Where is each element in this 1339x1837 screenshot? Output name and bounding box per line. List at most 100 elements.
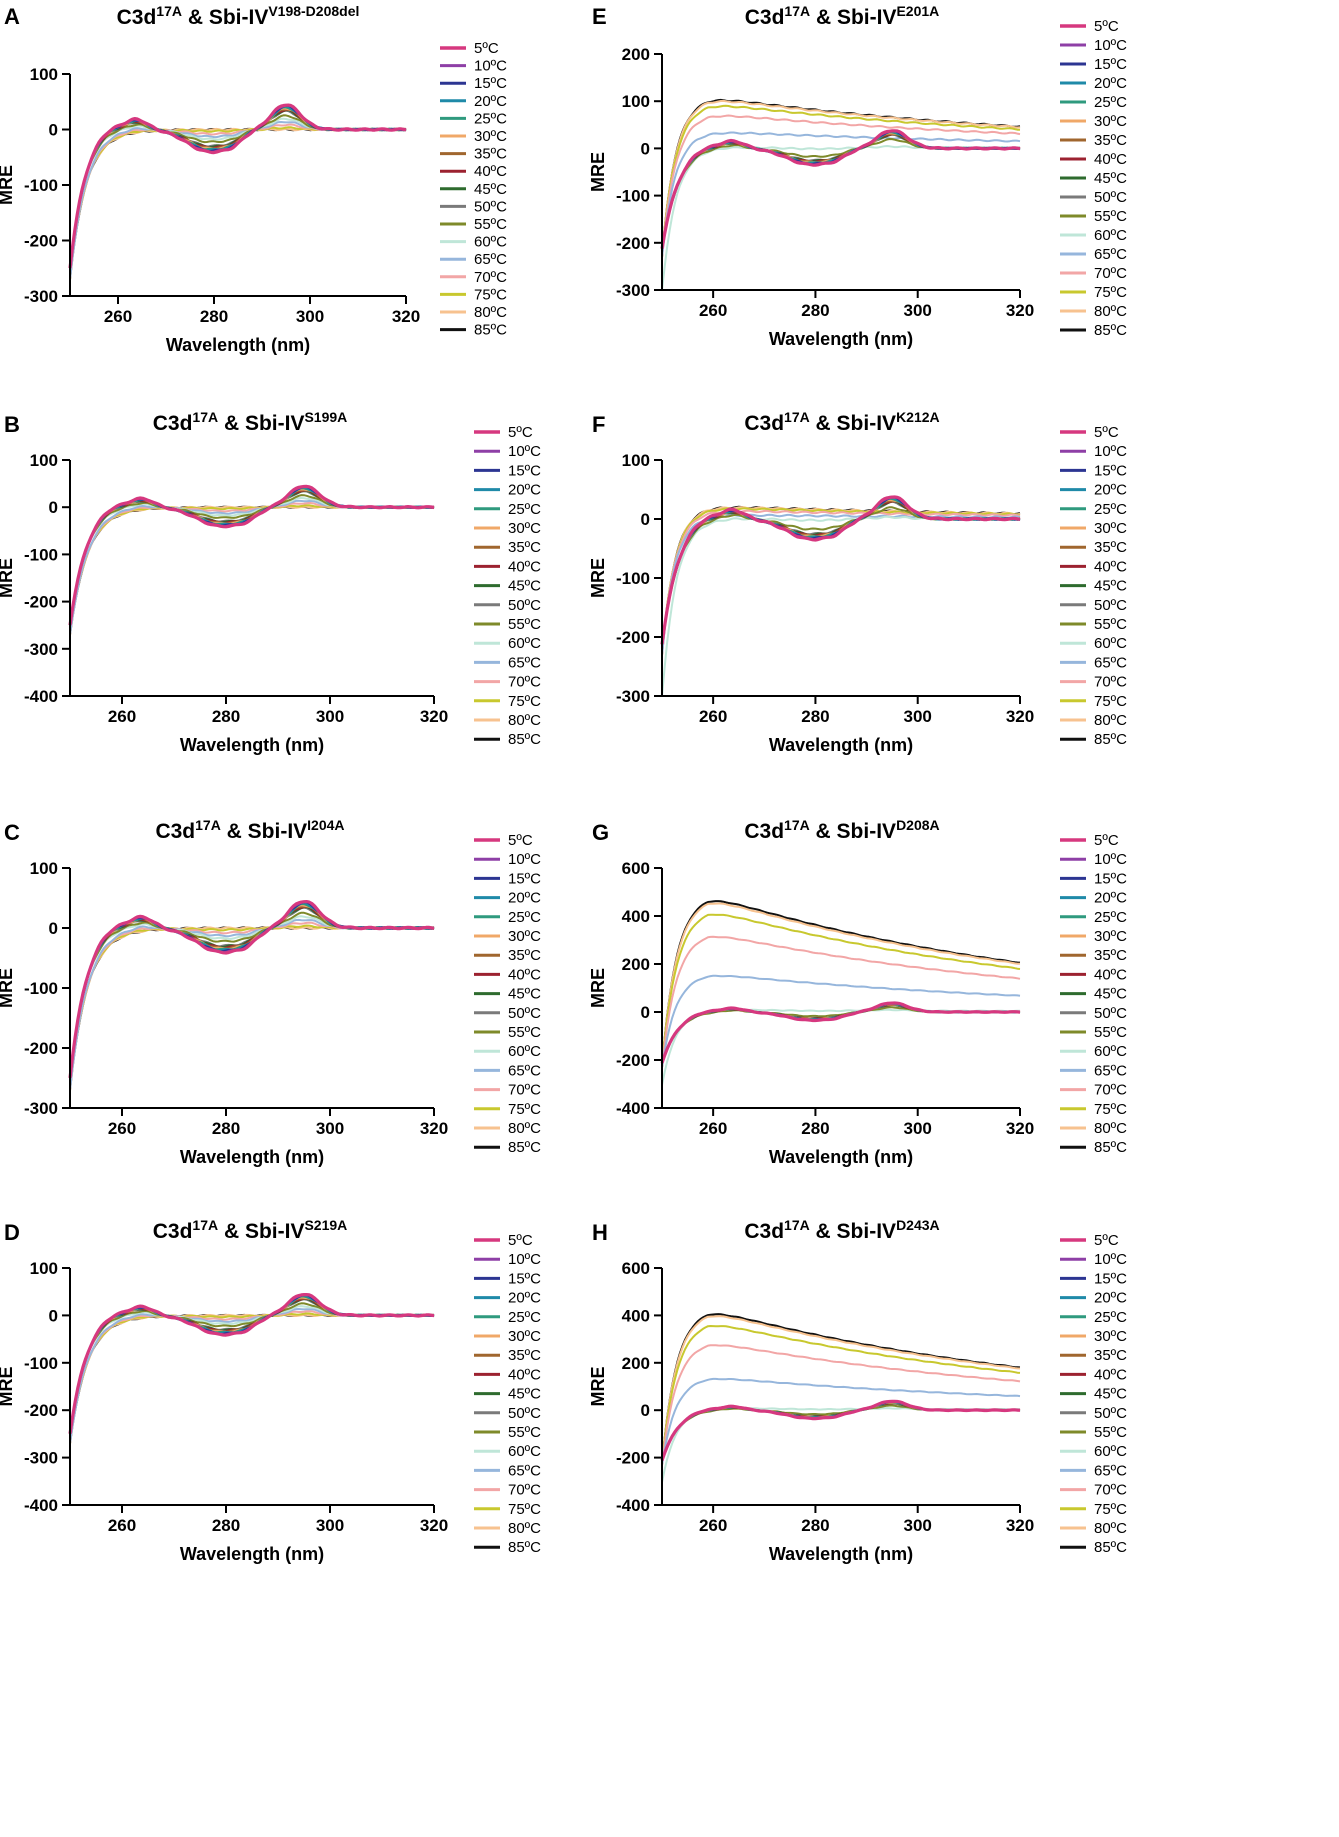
x-tick-label: 260 [108,1516,136,1535]
series-line-temps-7 [661,500,1021,645]
series-line-temps-15 [69,926,435,1091]
legend-label: 20ºC [508,1290,541,1307]
y-tick-label: -400 [616,1099,650,1118]
legend-label: 85ºC [1094,322,1127,339]
series-line-temps-6 [661,500,1021,645]
series-line-temps-13 [69,1310,435,1444]
y-tick-label: 100 [622,92,650,111]
legend-label: 45ºC [474,181,507,198]
panel-letter: D [4,1220,20,1245]
legend-label: 20ºC [1094,1290,1127,1307]
legend: 5ºC 10ºC 15ºC 20ºC 25ºC 30ºC 35ºC 40ºC 45ºC 50ºC 5… [474,424,541,748]
series-line-temps-15 [661,1315,1021,1465]
series-line-temps-16 [69,505,435,635]
series-line-temps_alt-9 [661,133,1021,249]
legend-label: 45ºC [1094,578,1127,595]
legend-label: 60ºC [508,1443,541,1460]
legend-label: 65ºC [474,251,507,268]
legend-label: 60ºC [508,635,541,652]
legend-label: 70ºC [1094,1482,1127,1499]
x-axis-label: Wavelength (nm) [180,735,324,755]
y-tick-label: 600 [622,1259,650,1278]
legend-label: 10ºC [474,58,507,75]
y-tick-label: -400 [24,1496,58,1515]
x-tick-label: 300 [904,1516,932,1535]
legend-label: 15ºC [474,75,507,92]
x-tick-label: 300 [316,1119,344,1138]
legend-label: 65ºC [1094,654,1127,671]
legend-label: 50ºC [1094,1005,1127,1022]
panel-b: B C3d17A & Sbi-IVS199A 100 0 -100 -200 -300 -40… [0,409,541,755]
legend-label: 70ºC [508,674,541,691]
legend-label: 5ºC [508,832,533,849]
chart-title: C3d17A & Sbi-IVS219A [153,1217,348,1243]
x-axis-label: Wavelength (nm) [166,335,310,355]
y-tick-label: -200 [616,1051,650,1070]
legend-label: 35ºC [508,539,541,556]
series-line-temps-12 [661,1377,1021,1465]
legend-label: 30ºC [1094,928,1127,945]
legend-label: 35ºC [1094,539,1127,556]
legend-label: 65ºC [1094,246,1127,263]
legend-label: 65ºC [508,1062,541,1079]
x-tick-label: 280 [801,1119,829,1138]
legend-label: 80ºC [508,712,541,729]
y-tick-label: -200 [616,628,650,647]
legend-label: 55ºC [508,1424,541,1441]
series-lines [660,900,1021,1086]
chart-title: C3d17A & Sbi-IVV198-D208del [117,3,360,29]
x-tick-label: 280 [801,707,829,726]
y-tick-label: 0 [641,1401,650,1420]
legend-label: 65ºC [508,654,541,671]
legend-label: 15ºC [508,462,541,479]
x-tick-label: 320 [392,307,420,326]
x-tick-label: 300 [296,307,324,326]
series-line-temps-16 [69,1313,435,1444]
panel-letter: H [592,1220,608,1245]
y-tick-label: -100 [24,176,58,195]
legend-label: 25ºC [508,909,541,926]
legend-label: 70ºC [508,1082,541,1099]
legend-label: 80ºC [1094,712,1127,729]
x-tick-label: 300 [904,1119,932,1138]
y-tick-label: -100 [24,1354,58,1373]
legend-label: 70ºC [474,269,507,286]
series-line-temps-11 [661,515,1021,697]
legend-label: 20ºC [1094,890,1127,907]
series-line-temps-12 [69,1308,435,1444]
legend-label: 20ºC [1094,482,1127,499]
legend-label: 25ºC [1094,501,1127,518]
chart-title: C3d17A & Sbi-IVS199A [153,409,348,435]
series-line-temps_alt-11 [661,145,1021,291]
y-tick-label: -100 [24,979,58,998]
legend-label: 40ºC [474,163,507,180]
legend-label: 10ºC [508,443,541,460]
legend-label: 75ºC [508,1101,541,1118]
series-line-temps-16 [661,900,1021,1067]
series-lines [68,103,407,281]
series-line-temps-14 [69,504,434,636]
legend: 5ºC 10ºC 15ºC 20ºC 25ºC 30ºC 35ºC 40ºC 45ºC 50ºC 5… [474,1232,541,1556]
y-axis-label: MRE [0,968,16,1008]
legend-label: 10ºC [1094,37,1127,54]
series-line-temps-0 [68,900,435,1079]
legend-label: 10ºC [1094,1251,1127,1268]
x-tick-label: 280 [801,301,829,320]
series-lines [68,484,435,636]
x-tick-label: 280 [212,707,240,726]
y-tick-label: 0 [641,1003,650,1022]
y-tick-label: -100 [616,569,650,588]
legend-label: 50ºC [1094,189,1127,206]
legend-label: 40ºC [1094,1366,1127,1383]
y-tick-label: -300 [24,287,58,306]
y-tick-label: -100 [24,545,58,564]
legend: 5ºC 10ºC 15ºC 20ºC 25ºC 30ºC 35ºC 40ºC 45ºC 50ºC 5… [474,832,541,1156]
panel-letter: F [592,412,605,437]
legend-label: 50ºC [474,198,507,215]
x-tick-label: 260 [108,1119,136,1138]
legend: 5ºC 10ºC 15ºC 20ºC 25ºC 30ºC 35ºC 40ºC 45ºC 50ºC 5… [1060,1232,1127,1556]
x-axis-label: Wavelength (nm) [769,1544,913,1564]
series-line-temps-16 [661,1313,1021,1465]
legend-label: 35ºC [1094,1347,1127,1364]
panel-h: H C3d17A & Sbi-IVD243A 600 400 200 0 -200 -400 2… [588,1217,1127,1564]
